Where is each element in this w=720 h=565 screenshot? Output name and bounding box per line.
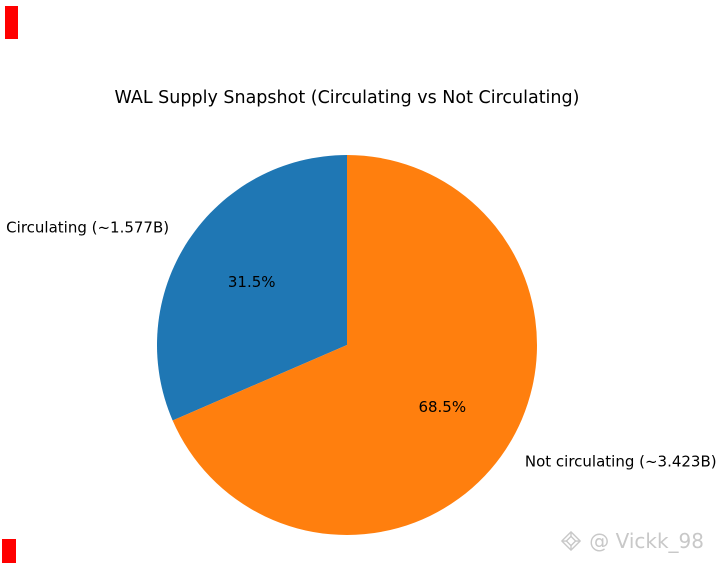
red-marker-top-left (5, 6, 18, 39)
slice-label-0: Circulating (~1.577B) (6, 219, 169, 237)
watermark: @ Vickk_98 (560, 529, 704, 553)
red-marker-bottom-left (2, 539, 16, 563)
watermark-text: @ Vickk_98 (589, 529, 704, 553)
pie-slice-1 (172, 155, 538, 535)
gem-icon (561, 531, 582, 551)
pct-label-1: 68.5% (418, 398, 466, 416)
pct-label-0: 31.5% (228, 273, 276, 291)
slice-label-1: Not circulating (~3.423B) (525, 452, 717, 470)
pie-slice-0 (157, 155, 347, 421)
chart-title: WAL Supply Snapshot (Circulating vs Not … (114, 88, 580, 108)
